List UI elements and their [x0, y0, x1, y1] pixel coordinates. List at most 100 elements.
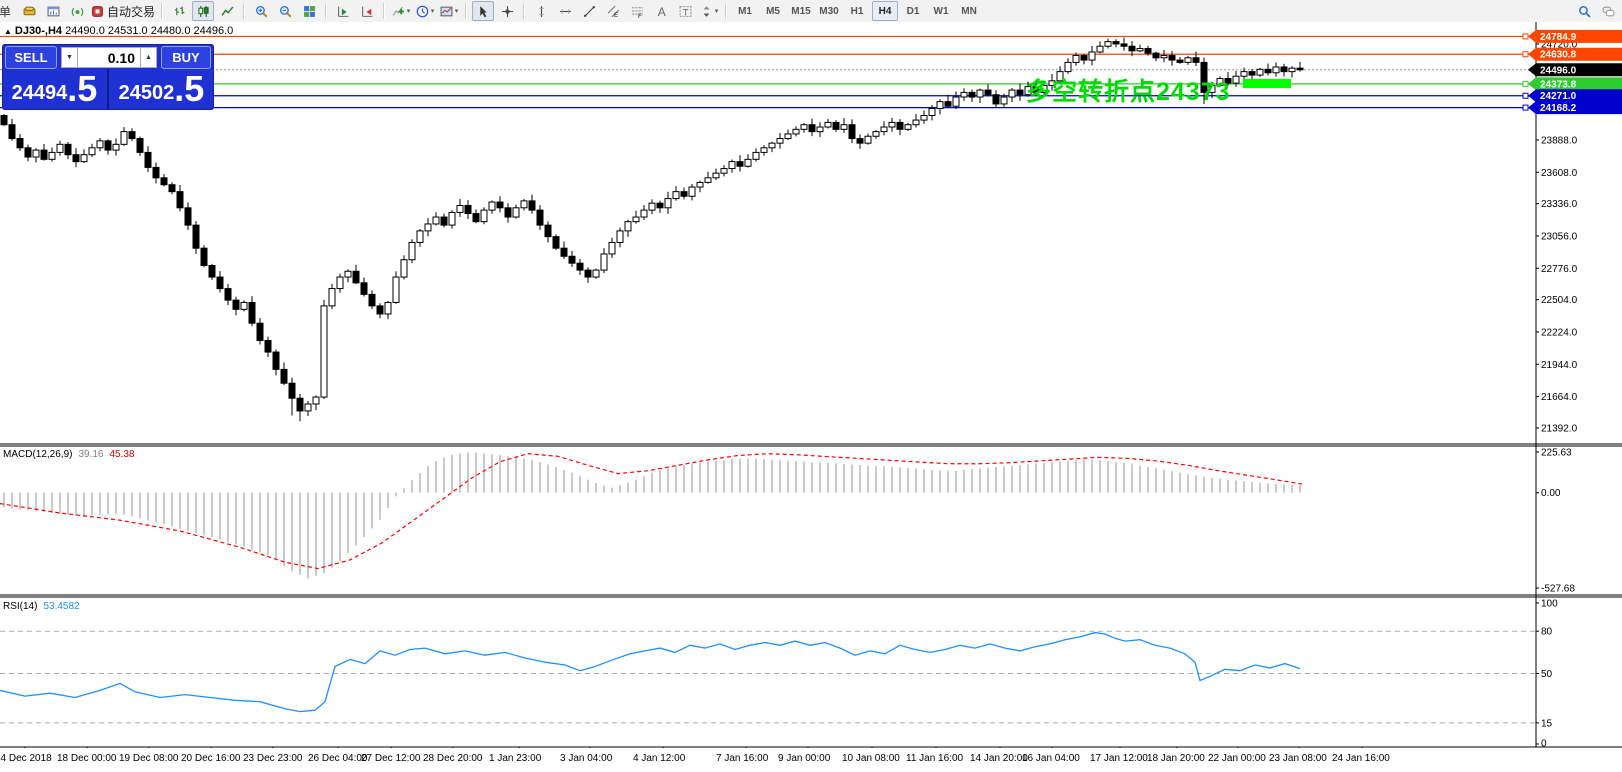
toolbar-separator: [161, 3, 164, 19]
text-icon[interactable]: A: [650, 1, 672, 21]
candle-body: [504, 207, 512, 218]
templates-icon[interactable]: ▾: [438, 1, 460, 21]
candlestick-chart-icon[interactable]: [192, 1, 215, 21]
chart-window[interactable]: 24720.0 23888.0 23608.0 23336.0 23056.0 22776…: [0, 22, 1622, 772]
time-axis-label: 7 Jan 16:00: [716, 753, 769, 764]
tile-windows-icon[interactable]: [298, 1, 320, 21]
candle-body: [1272, 66, 1280, 74]
highlight-bar[interactable]: [1243, 79, 1291, 88]
rsi-name: RSI(14): [3, 601, 38, 612]
candle-body: [96, 140, 104, 149]
candle-body: [440, 216, 448, 226]
candle-body: [584, 269, 592, 278]
level-line-handle[interactable]: [1522, 92, 1529, 99]
candle-body: [864, 135, 872, 144]
candle-body: [928, 108, 936, 116]
new-chart-icon[interactable]: [42, 1, 64, 21]
candle-body: [248, 301, 256, 324]
chart-annotation-text[interactable]: 多空转折点24373: [1026, 78, 1231, 106]
buy-price-frac: .5: [174, 68, 205, 109]
price-axis-label: 21392.0: [1541, 423, 1578, 434]
candle-body: [416, 230, 424, 243]
zoom-out-icon[interactable]: [274, 1, 296, 21]
horizontal-line-icon[interactable]: [554, 1, 576, 21]
equidistant-channel-icon[interactable]: E: [602, 1, 624, 21]
timeframe-button-w1[interactable]: W1: [933, 5, 949, 17]
sell-price[interactable]: 24494.5: [2, 69, 107, 109]
current-price-label-text: 24496.0: [1540, 65, 1577, 76]
time-axis-label: 10 Jan 08:00: [842, 753, 900, 764]
level-price-label: [1528, 47, 1622, 61]
candle-body: [448, 211, 456, 226]
volume-increase-button[interactable]: ▲: [140, 47, 157, 68]
time-axis-label: 14 Dec 2018: [0, 753, 52, 764]
candle-body: [336, 276, 344, 290]
time-axis[interactable]: 14 Dec 2018 18 Dec 00:00 19 Dec 08:00 20 De…: [0, 748, 1622, 772]
level-line-handle[interactable]: [1522, 33, 1529, 40]
timeframe-button-m1[interactable]: M1: [738, 5, 752, 17]
candle-body: [728, 161, 736, 170]
timeframe-button-m5[interactable]: M5: [766, 5, 780, 17]
vertical-line-icon[interactable]: [530, 1, 552, 21]
cursor-icon[interactable]: [472, 1, 495, 21]
new-order-icon[interactable]: [18, 1, 40, 21]
price-axis-label: 22504.0: [1541, 295, 1578, 306]
candle-body: [792, 128, 800, 135]
time-axis-label: 9 Jan 00:00: [778, 753, 831, 764]
candle-body: [176, 191, 184, 209]
line-chart-icon[interactable]: [216, 1, 238, 21]
candle-body: [1064, 61, 1072, 73]
timeframe-button-h4[interactable]: H4: [872, 1, 899, 21]
timeframe-button-m15[interactable]: M15: [791, 5, 811, 17]
candle-body: [1224, 78, 1232, 84]
crosshair-icon[interactable]: [496, 1, 518, 21]
time-axis-label: 18 Jan 20:00: [1147, 753, 1205, 764]
arrows-icon[interactable]: ▾: [698, 1, 720, 21]
sell-button[interactable]: SELL: [5, 46, 57, 69]
candle-body: [944, 101, 952, 107]
chart-canvas[interactable]: 24720.0 23888.0 23608.0 23336.0 23056.0 22776…: [0, 22, 1622, 772]
fibonacci-icon[interactable]: F: [626, 1, 648, 21]
volume-input[interactable]: 0.10: [78, 47, 140, 68]
auto-scroll-icon[interactable]: [332, 1, 354, 21]
time-axis-label: 19 Dec 08:00: [119, 753, 179, 764]
candle-body: [752, 151, 760, 160]
candle-body: [200, 247, 208, 267]
candle-body: [696, 181, 704, 188]
candle-body: [280, 368, 288, 384]
timeframe-button-m30[interactable]: M30: [819, 5, 839, 17]
candle-body: [520, 200, 528, 209]
search-icon[interactable]: [1573, 1, 1595, 21]
zoom-in-icon[interactable]: [250, 1, 272, 21]
level-line-handle[interactable]: [1522, 51, 1529, 58]
candle-body: [704, 177, 712, 183]
buy-price[interactable]: 24502.5: [109, 69, 214, 109]
macd-signal-value: 45.38: [109, 449, 135, 460]
timeframe-button-h1[interactable]: H1: [850, 5, 864, 17]
chat-icon[interactable]: [1597, 1, 1619, 21]
level-line-handle[interactable]: [1522, 104, 1529, 111]
price-axis-label: 21944.0: [1541, 360, 1578, 371]
candle-body: [384, 301, 392, 315]
timeframe-button-d1[interactable]: D1: [906, 5, 920, 17]
order-partial-label[interactable]: 单: [0, 4, 11, 19]
candle-body: [616, 230, 624, 243]
toolbar-separator: [325, 3, 328, 19]
volume-decrease-button[interactable]: ▼: [61, 47, 78, 68]
candle-body: [768, 142, 776, 149]
timeframe-button-mn[interactable]: MN: [961, 5, 977, 17]
text-label-icon[interactable]: T: [674, 1, 696, 21]
bar-chart-icon[interactable]: [168, 1, 190, 21]
candle-body: [464, 204, 472, 215]
periods-icon[interactable]: ▾: [414, 1, 436, 21]
chart-shift-icon[interactable]: [356, 1, 378, 21]
indicators-icon[interactable]: ▾: [390, 1, 412, 21]
level-price-label-text: 24630.8: [1540, 50, 1577, 61]
buy-button[interactable]: BUY: [161, 46, 211, 69]
candle-body: [232, 299, 240, 310]
autotrading-button[interactable]: 自动交易: [90, 1, 156, 21]
signals-icon[interactable]: [66, 1, 88, 21]
trendline-icon[interactable]: [578, 1, 600, 21]
candle-body: [344, 270, 352, 278]
level-line-handle[interactable]: [1522, 80, 1529, 87]
